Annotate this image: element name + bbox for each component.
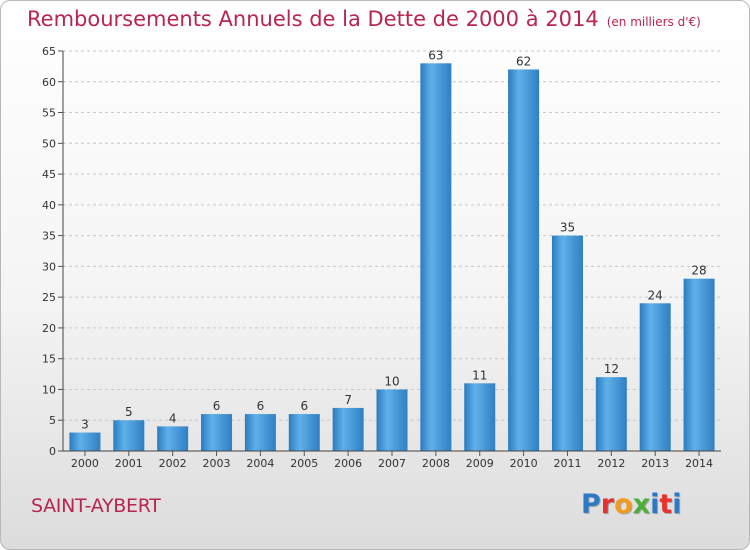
bar-value-label: 6 — [257, 399, 265, 413]
logo-letter: o — [614, 489, 633, 520]
bar — [244, 414, 276, 451]
y-tick-label: 50 — [42, 137, 56, 150]
bar — [157, 426, 189, 451]
y-tick-label: 30 — [42, 260, 56, 273]
bar — [113, 420, 145, 451]
y-tick-label: 60 — [42, 76, 56, 89]
x-tick-label: 2008 — [422, 457, 450, 470]
y-tick-label: 0 — [49, 445, 56, 458]
chart-title: Remboursements Annuels de la Dette de 20… — [27, 7, 701, 31]
logo-letter: P — [581, 489, 601, 520]
y-tick-label: 15 — [42, 353, 56, 366]
bar-value-label: 5 — [125, 405, 133, 419]
bar-value-label: 11 — [472, 368, 487, 382]
bar-value-label: 4 — [169, 411, 177, 425]
proxiti-logo: Proxiti — [581, 489, 682, 520]
bar — [376, 389, 408, 451]
x-tick-label: 2007 — [378, 457, 406, 470]
bar — [69, 432, 101, 451]
place-name: SAINT-AYBERT — [31, 495, 161, 517]
x-tick-label: 2011 — [553, 457, 581, 470]
bar — [595, 377, 627, 451]
bar-value-label: 35 — [560, 221, 575, 235]
logo-letter: t — [659, 489, 673, 520]
logo-letter: x — [632, 489, 651, 520]
bar-value-label: 10 — [384, 374, 399, 388]
bar — [639, 303, 671, 451]
x-tick-label: 2000 — [71, 457, 99, 470]
bar — [332, 407, 364, 451]
bar-value-label: 12 — [604, 362, 619, 376]
y-tick-label: 10 — [42, 383, 56, 396]
x-tick-label: 2001 — [115, 457, 143, 470]
bar-value-label: 62 — [516, 54, 531, 68]
chart-unit: (en milliers d'€) — [606, 15, 701, 29]
bar — [420, 63, 452, 452]
y-tick-label: 25 — [42, 291, 56, 304]
y-tick-label: 45 — [42, 168, 56, 181]
logo-letter: i — [650, 489, 660, 520]
bar-value-label: 28 — [691, 264, 706, 278]
x-tick-label: 2006 — [334, 457, 362, 470]
bar — [683, 278, 715, 451]
x-tick-label: 2012 — [597, 457, 625, 470]
logo-letter: r — [600, 489, 615, 520]
x-tick-label: 2014 — [685, 457, 713, 470]
y-tick-label: 40 — [42, 199, 56, 212]
x-tick-label: 2004 — [246, 457, 274, 470]
bar-value-label: 6 — [213, 399, 221, 413]
x-tick-label: 2009 — [466, 457, 494, 470]
y-tick-label: 55 — [42, 107, 56, 120]
bar — [508, 69, 540, 451]
x-tick-label: 2005 — [290, 457, 318, 470]
bar — [288, 414, 320, 451]
bar-value-label: 6 — [300, 399, 308, 413]
bar — [201, 414, 233, 451]
y-tick-label: 20 — [42, 322, 56, 335]
y-tick-label: 65 — [42, 45, 56, 58]
x-tick-label: 2003 — [203, 457, 231, 470]
bar-value-label: 7 — [344, 393, 352, 407]
bar — [464, 383, 496, 451]
bar — [551, 235, 583, 451]
logo-letter: i — [672, 489, 682, 520]
bar-value-label: 24 — [648, 288, 663, 302]
y-tick-label: 35 — [42, 230, 56, 243]
y-tick-label: 5 — [49, 414, 56, 427]
bar-value-label: 63 — [428, 48, 443, 62]
bar-value-label: 3 — [81, 418, 89, 432]
chart-title-text: Remboursements Annuels de la Dette de 20… — [27, 7, 599, 31]
x-tick-label: 2002 — [159, 457, 187, 470]
x-tick-label: 2013 — [641, 457, 669, 470]
x-tick-label: 2010 — [510, 457, 538, 470]
